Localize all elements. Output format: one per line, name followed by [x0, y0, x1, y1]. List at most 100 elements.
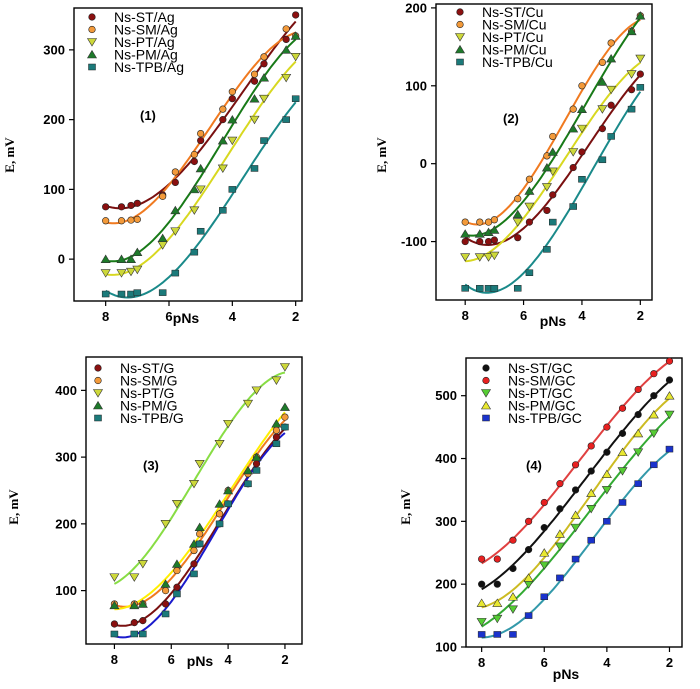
data-point — [627, 86, 636, 94]
data-point — [125, 267, 137, 277]
legend-entry-4: Ns-PM/G — [120, 398, 178, 414]
data-point — [127, 216, 135, 224]
data-point — [543, 246, 551, 253]
x-tick-label: 4 — [229, 309, 237, 324]
data-point — [512, 209, 523, 219]
chart-panel-2: -100 0 100 200 8 6 4 2 pNs E, mV (2) Ns-ST/CuNs-SM/… — [374, 0, 653, 329]
data-point — [197, 136, 205, 145]
data-point — [244, 480, 252, 488]
y-tick-label: 200 — [405, 0, 427, 15]
data-point — [100, 254, 111, 263]
data-point — [252, 460, 261, 468]
y-tick-label: 0 — [58, 252, 65, 267]
data-point — [569, 105, 577, 113]
data-point — [223, 419, 234, 429]
plot-frame — [465, 357, 683, 648]
data-point — [568, 124, 579, 133]
data-point — [525, 546, 533, 554]
data-point — [601, 469, 612, 479]
panel-label: (2) — [503, 111, 519, 126]
data-point — [158, 289, 167, 296]
data-point — [490, 285, 499, 292]
legend-marker-4 — [92, 400, 104, 410]
data-point — [648, 429, 659, 438]
legend-entry-3: Ns-PT/Ag — [114, 34, 175, 50]
data-point — [196, 530, 204, 538]
data-point — [116, 269, 127, 278]
data-point — [281, 423, 289, 431]
data-point — [617, 467, 628, 476]
data-point — [634, 410, 642, 419]
y-tick-label: 300 — [43, 42, 65, 57]
y-tick-label: 200 — [435, 577, 457, 592]
x-tick-label: 2 — [666, 655, 673, 670]
data-point — [576, 124, 587, 134]
y-tick-label: 0 — [420, 156, 427, 171]
legend-entry-1: Ns-ST/G — [120, 360, 174, 376]
data-point — [214, 499, 225, 508]
x-tick-label: 6 — [168, 652, 175, 667]
data-point — [215, 510, 224, 518]
legend-marker-3 — [480, 389, 492, 398]
legend-marker-3 — [86, 38, 98, 47]
data-point — [159, 192, 167, 200]
data-point — [228, 88, 236, 96]
data-point — [514, 234, 522, 242]
data-point — [627, 105, 636, 113]
data-point — [137, 560, 148, 569]
series-points-2 — [478, 357, 674, 563]
data-point — [539, 561, 550, 570]
data-point — [460, 229, 471, 238]
data-point — [523, 573, 534, 582]
legend-marker-2 — [88, 25, 96, 34]
data-point — [219, 207, 227, 214]
legend-entry-5: Ns-TPB/G — [120, 410, 184, 426]
data-point — [540, 498, 548, 507]
data-point — [571, 486, 580, 494]
x-axis-label: pNs — [187, 653, 214, 669]
legend-entry-5: Ns-TPB/Cu — [482, 54, 553, 70]
x-axis-label: pNs — [540, 313, 567, 329]
data-point — [598, 156, 607, 164]
data-point — [258, 94, 270, 104]
data-point — [524, 612, 533, 619]
data-point — [139, 617, 147, 625]
legend-entry-5: Ns-TPB/GC — [508, 410, 582, 426]
legend-marker-5 — [88, 63, 96, 71]
x-tick-label: 8 — [111, 652, 118, 667]
data-point — [171, 559, 182, 568]
data-point — [603, 518, 611, 525]
data-point — [489, 225, 500, 234]
legend-entry-2: Ns-SM/GC — [508, 373, 576, 389]
data-point — [224, 500, 232, 508]
y-tick-label: 100 — [43, 182, 65, 197]
data-point — [242, 465, 254, 475]
data-point — [539, 548, 550, 557]
data-point — [271, 376, 282, 385]
data-point — [249, 94, 260, 103]
data-point — [525, 269, 534, 276]
data-point — [549, 191, 557, 199]
y-tick-label: 500 — [435, 388, 457, 403]
y-tick-label: 300 — [435, 514, 457, 529]
data-point — [194, 459, 205, 469]
data-point — [598, 58, 606, 67]
data-point — [161, 587, 170, 595]
legend-marker-1 — [456, 8, 464, 16]
data-point — [571, 555, 580, 563]
data-point — [190, 248, 199, 256]
x-tick-label: 6 — [541, 655, 548, 670]
legend-marker-5 — [94, 414, 102, 422]
data-point — [219, 116, 227, 124]
data-point — [606, 85, 617, 95]
data-point — [157, 233, 168, 243]
data-point — [484, 237, 493, 246]
series-points-1 — [478, 376, 674, 588]
data-point — [133, 289, 142, 296]
data-point — [129, 600, 140, 610]
series-curve-3 — [481, 415, 671, 628]
data-point — [549, 218, 557, 226]
data-point — [217, 164, 228, 174]
y-axis-label: E, mV — [6, 489, 21, 525]
data-point — [132, 247, 143, 256]
